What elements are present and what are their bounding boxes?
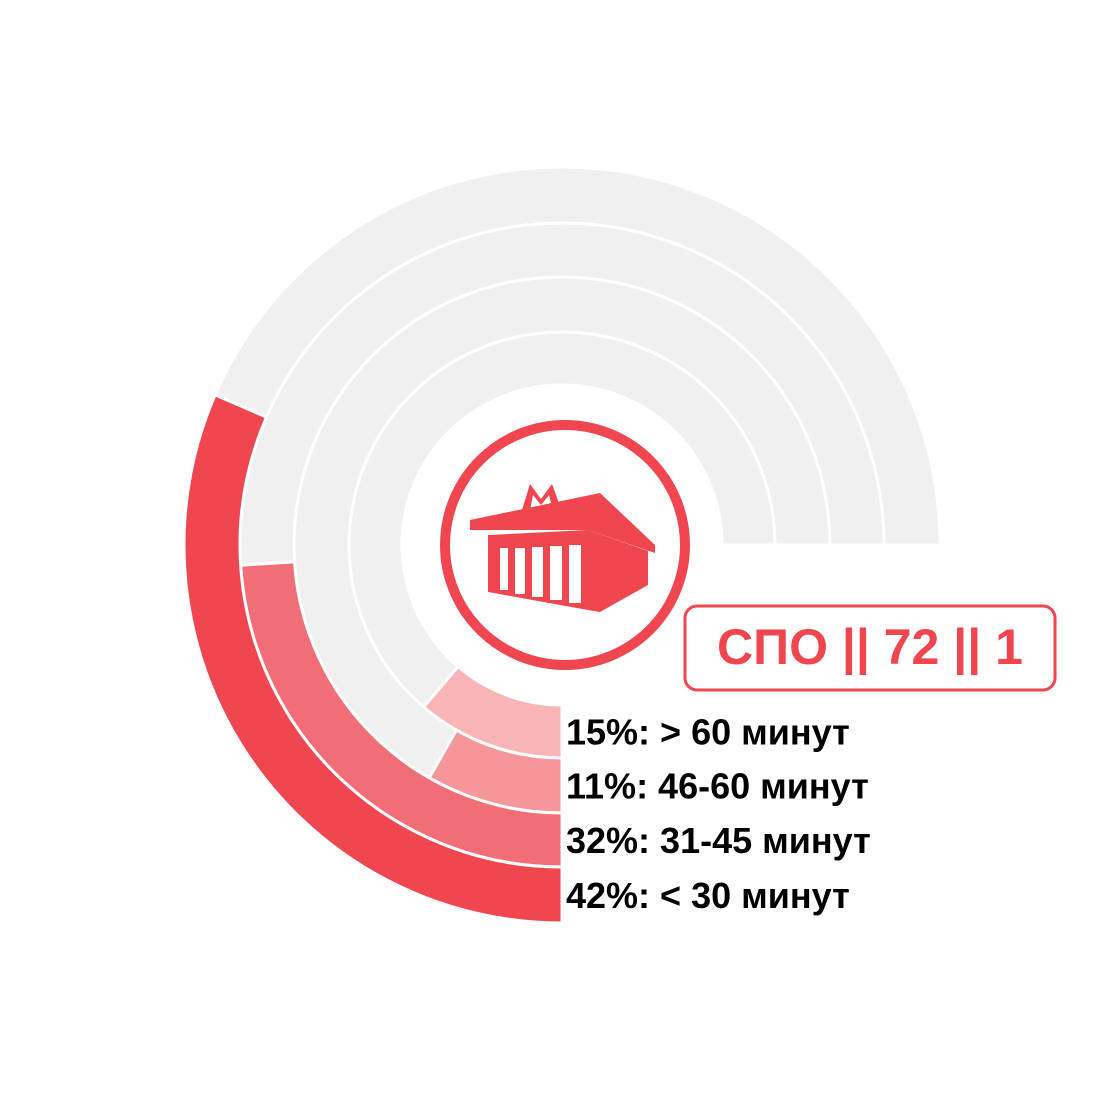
series-label-3: 32%: 31-45 минут (566, 820, 871, 861)
chart-bars (182, 392, 564, 925)
bar-4 (182, 392, 564, 925)
series-label-1: 15%: > 60 минут (566, 712, 850, 753)
chart-title-text: СПО || 72 || 1 (717, 619, 1023, 676)
series-label-4: 42%: < 30 минут (566, 875, 850, 916)
title-box (683, 604, 1057, 692)
series-label-2: 11%: 46-60 минут (566, 766, 869, 807)
chart-labels: 15%: > 60 минут 11%: 46-60 минут 32%: 31-4… (566, 712, 871, 917)
chart-title: СПО || 72 || 1 (683, 604, 1057, 692)
metro-station-icon (440, 420, 690, 670)
